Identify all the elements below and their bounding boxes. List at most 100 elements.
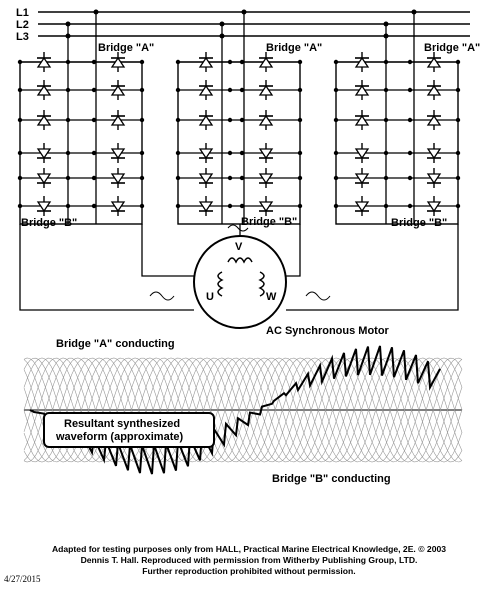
supply-junction xyxy=(65,33,71,39)
junction-dot xyxy=(239,87,245,93)
bridge-b-conducting-label: Bridge "B" conducting xyxy=(272,473,391,485)
supply-junction xyxy=(93,9,99,15)
phase-sine-trace xyxy=(23,357,463,463)
junction-dot xyxy=(17,117,23,123)
bridge-b-label-3: Bridge "B" xyxy=(391,217,447,229)
junction-dot xyxy=(407,59,413,65)
bridge-a-label-2: Bridge "A" xyxy=(266,42,322,54)
sine-symbol-right xyxy=(305,291,331,301)
waveform-plot xyxy=(23,345,463,475)
junction-dot xyxy=(91,150,97,156)
thyristor-bridges xyxy=(17,9,461,225)
junction-dot xyxy=(91,117,97,123)
junction-dot xyxy=(297,175,303,181)
junction-dot xyxy=(91,203,97,209)
junction-dot xyxy=(175,87,181,93)
wire-to-u xyxy=(141,224,194,277)
bridge-frame xyxy=(177,61,301,225)
junction-dot xyxy=(407,117,413,123)
sine-symbol-left xyxy=(149,291,175,301)
junction-dot xyxy=(297,59,303,65)
junction-dot xyxy=(227,59,233,65)
winding-v-coil xyxy=(227,257,253,264)
junction-dot xyxy=(297,150,303,156)
junction-dot xyxy=(455,203,461,209)
resultant-label-line2: waveform (approximate) xyxy=(55,431,183,443)
junction-dot xyxy=(297,87,303,93)
attribution-line1: Adapted for testing purposes only from H… xyxy=(51,544,447,554)
winding-label-u: U xyxy=(206,291,214,303)
junction-dot xyxy=(175,175,181,181)
attribution-line3: Further reproduction prohibited without … xyxy=(142,566,356,576)
junction-dot xyxy=(175,150,181,156)
junction-dot xyxy=(175,203,181,209)
junction-dot xyxy=(17,203,23,209)
junction-dot xyxy=(333,175,339,181)
bridge-a-label-3: Bridge "A" xyxy=(424,42,480,54)
winding-label-v: V xyxy=(235,241,243,253)
junction-dot xyxy=(333,117,339,123)
junction-dot xyxy=(227,203,233,209)
supply-lines xyxy=(38,11,470,37)
junction-dot xyxy=(333,59,339,65)
junction-dot xyxy=(239,203,245,209)
phase-sine-trace xyxy=(23,357,463,463)
converter-unit-2 xyxy=(175,9,303,225)
supply-junction xyxy=(65,21,71,27)
junction-dot xyxy=(139,175,145,181)
phase-sine-trace xyxy=(23,357,463,463)
attribution-line2: Dennis T. Hall. Reproduced with permissi… xyxy=(80,555,418,565)
supply-junction xyxy=(411,9,417,15)
phase-sine-trace xyxy=(23,357,463,463)
junction-dot xyxy=(227,150,233,156)
junction-dot xyxy=(139,150,145,156)
junction-dot xyxy=(175,59,181,65)
junction-dot xyxy=(297,117,303,123)
junction-dot xyxy=(407,87,413,93)
junction-dot xyxy=(333,150,339,156)
junction-dot xyxy=(175,117,181,123)
phase-label-l2: L2 xyxy=(16,19,29,31)
junction-dot xyxy=(455,150,461,156)
junction-dot xyxy=(227,117,233,123)
resultant-waveform-box: Resultant synthesized waveform (approxim… xyxy=(43,412,215,448)
junction-dot xyxy=(455,59,461,65)
junction-dot xyxy=(239,117,245,123)
motor-title: AC Synchronous Motor xyxy=(266,325,390,337)
junction-dot xyxy=(407,203,413,209)
phase-connections xyxy=(19,224,459,311)
phase-label-l3: L3 xyxy=(16,31,29,43)
resultant-label-line1: Resultant synthesized xyxy=(64,418,180,430)
junction-dot xyxy=(17,87,23,93)
wire-return-right xyxy=(286,224,459,311)
bridge-a-conducting-label: Bridge "A" conducting xyxy=(56,338,175,350)
junction-dot xyxy=(91,175,97,181)
winding-label-w: W xyxy=(266,291,277,303)
winding-w-coil xyxy=(258,271,265,297)
wire-return-left xyxy=(19,224,194,311)
wire-to-w xyxy=(286,224,301,277)
sine-symbol-top xyxy=(227,224,249,232)
junction-dot xyxy=(17,59,23,65)
junction-dot xyxy=(407,175,413,181)
converter-unit-3 xyxy=(333,9,461,225)
junction-dot xyxy=(455,175,461,181)
supply-junction xyxy=(219,33,225,39)
junction-dot xyxy=(333,203,339,209)
junction-dot xyxy=(407,150,413,156)
supply-junction xyxy=(383,21,389,27)
junction-dot xyxy=(227,87,233,93)
junction-dot xyxy=(239,175,245,181)
bridge-b-label-1: Bridge "B" xyxy=(21,217,77,229)
bridge-a-label-1: Bridge "A" xyxy=(98,42,154,54)
winding-u-coil xyxy=(217,271,224,297)
junction-dot xyxy=(91,87,97,93)
junction-dot xyxy=(455,117,461,123)
junction-dot xyxy=(139,59,145,65)
junction-dot xyxy=(17,175,23,181)
phase-label-l1: L1 xyxy=(16,7,29,19)
junction-dot xyxy=(455,87,461,93)
supply-junction xyxy=(383,33,389,39)
phase-sine-trace xyxy=(23,357,463,463)
